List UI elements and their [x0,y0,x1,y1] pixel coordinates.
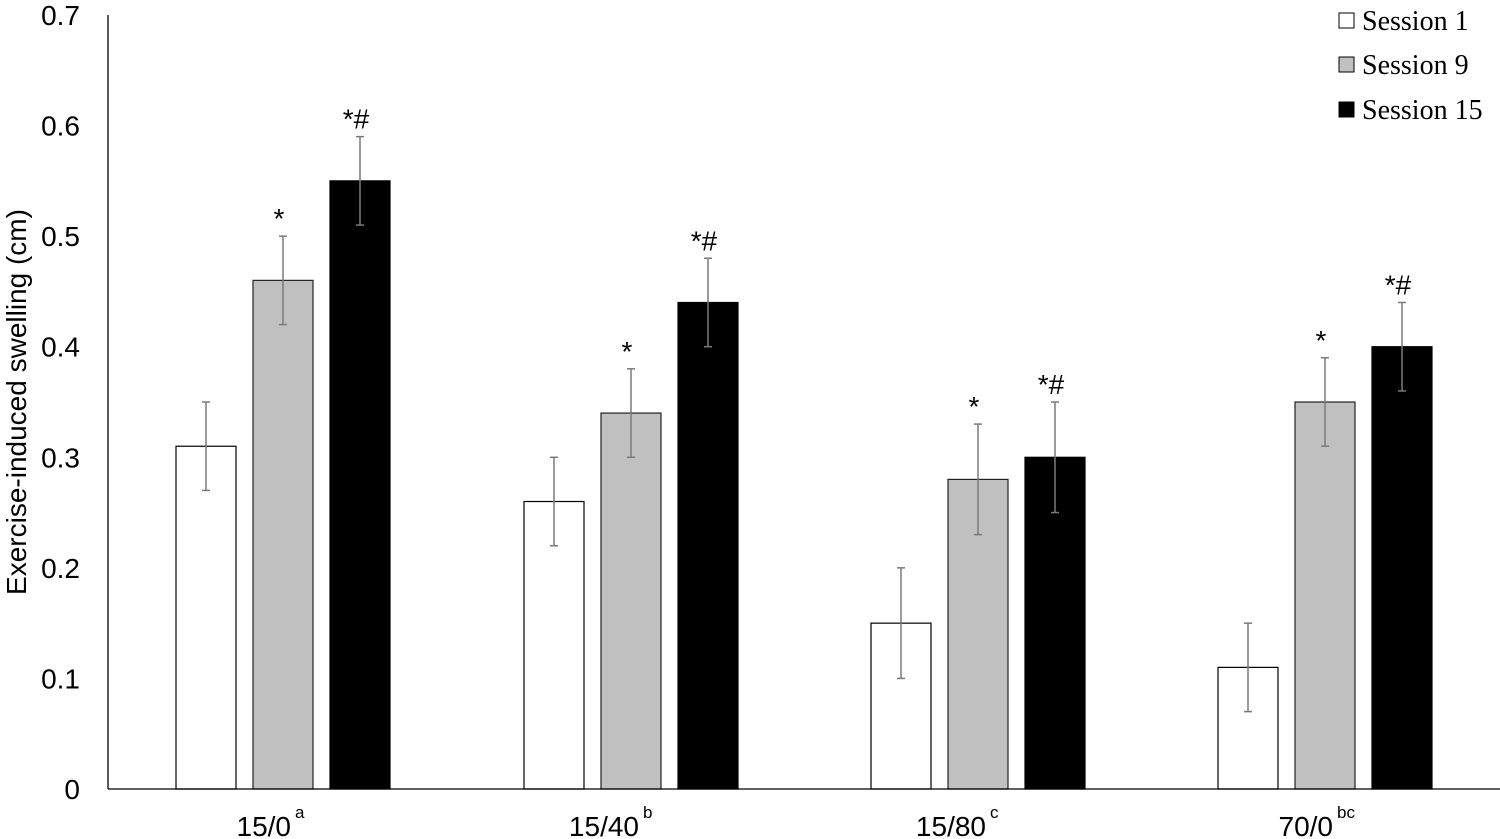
legend-swatch [1338,12,1355,29]
bar-session-15 [677,301,739,790]
y-tick-label: 0.3 [41,442,80,473]
bars: * *# * *# * *# * *# [175,104,1433,790]
x-tick-superscript: bc [1337,803,1355,822]
bar-session-9 [1294,401,1356,790]
bar-group-15-40: * *# [523,225,739,790]
bar-group-70-0: * *# [1217,269,1433,790]
significance-marker: * [622,336,633,367]
significance-marker: *# [1038,369,1065,400]
significance-marker: * [969,391,980,422]
significance-marker: * [1316,325,1327,356]
legend-item-session-9: Session 9 [1338,50,1469,81]
x-axis: 15/0 a 15/40 b 15/80 c 70/0 bc [108,788,1500,839]
significance-marker: *# [343,104,370,135]
bar-session-9 [600,412,662,790]
legend-swatch [1338,101,1355,118]
error-bar [627,368,635,459]
legend-label: Session 9 [1362,50,1469,81]
error-bar [1244,622,1252,713]
bar-session-15 [329,180,391,790]
y-tick-label: 0.6 [41,111,80,142]
significance-marker: * [274,203,285,234]
x-tick-superscript: a [295,803,305,822]
y-axis-label: Exercise-induced swelling (cm) [1,209,32,595]
bar-session-1 [175,445,237,790]
x-tick-superscript: c [990,803,999,822]
y-axis: 0 0.1 0.2 0.3 0.4 0.5 0.6 0.7 [41,0,109,805]
y-tick-label: 0.7 [41,0,80,31]
error-bar [1321,357,1329,447]
x-tick-label: 15/40 [569,811,639,839]
legend-label: Session 15 [1362,95,1483,126]
legend-swatch [1338,56,1355,73]
error-bar [704,257,712,348]
bar-session-9 [252,279,314,790]
x-tick-label: 15/0 [237,811,292,839]
significance-marker: *# [1385,269,1412,300]
y-tick-label: 0.5 [41,221,80,252]
legend-label: Session 1 [1362,6,1469,37]
error-bar [1051,401,1059,514]
error-bar [279,235,287,326]
y-tick-label: 0 [64,774,80,805]
x-tick-label: 15/80 [916,811,986,839]
y-tick-label: 0.4 [41,332,80,363]
legend-item-session-1: Session 1 [1338,6,1469,37]
legend-item-session-15: Session 15 [1338,95,1483,126]
significance-marker: *# [691,225,718,256]
error-bar [974,423,982,536]
bar-group-15-80: * *# [870,369,1086,790]
x-tick-label: 70/0 [1279,811,1334,839]
legend: Session 1 Session 9 Session 15 [1338,6,1483,126]
error-bar [202,401,210,492]
x-tick-superscript: b [643,803,652,822]
bar-group-15-0: * *# [175,104,391,790]
error-bar [356,135,364,226]
error-bar [897,567,905,680]
error-bar [1398,301,1406,392]
y-tick-label: 0.1 [41,663,80,694]
error-bar [550,456,558,547]
y-tick-label: 0.2 [41,553,80,584]
bar-session-15 [1371,346,1433,790]
